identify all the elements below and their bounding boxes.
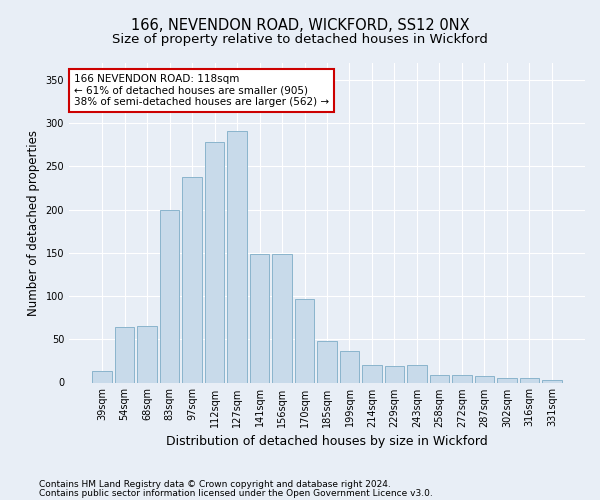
Bar	[160, 210, 179, 382]
Bar	[182, 176, 202, 382]
Bar	[295, 298, 314, 382]
Y-axis label: Number of detached properties: Number of detached properties	[27, 130, 40, 316]
Text: Size of property relative to detached houses in Wickford: Size of property relative to detached ho…	[112, 32, 488, 46]
Bar	[227, 131, 247, 382]
Bar	[205, 142, 224, 382]
Text: Contains HM Land Registry data © Crown copyright and database right 2024.: Contains HM Land Registry data © Crown c…	[39, 480, 391, 489]
Bar	[452, 374, 472, 382]
Bar	[497, 378, 517, 382]
Bar	[92, 372, 112, 382]
Text: 166, NEVENDON ROAD, WICKFORD, SS12 0NX: 166, NEVENDON ROAD, WICKFORD, SS12 0NX	[131, 18, 469, 32]
Bar	[475, 376, 494, 382]
Bar	[250, 254, 269, 382]
Bar	[340, 352, 359, 382]
X-axis label: Distribution of detached houses by size in Wickford: Distribution of detached houses by size …	[166, 435, 488, 448]
Text: Contains public sector information licensed under the Open Government Licence v3: Contains public sector information licen…	[39, 489, 433, 498]
Text: 166 NEVENDON ROAD: 118sqm
← 61% of detached houses are smaller (905)
38% of semi: 166 NEVENDON ROAD: 118sqm ← 61% of detac…	[74, 74, 329, 107]
Bar	[542, 380, 562, 382]
Bar	[520, 378, 539, 382]
Bar	[317, 341, 337, 382]
Bar	[137, 326, 157, 382]
Bar	[407, 365, 427, 382]
Bar	[362, 365, 382, 382]
Bar	[385, 366, 404, 382]
Bar	[430, 374, 449, 382]
Bar	[115, 327, 134, 382]
Bar	[272, 254, 292, 382]
